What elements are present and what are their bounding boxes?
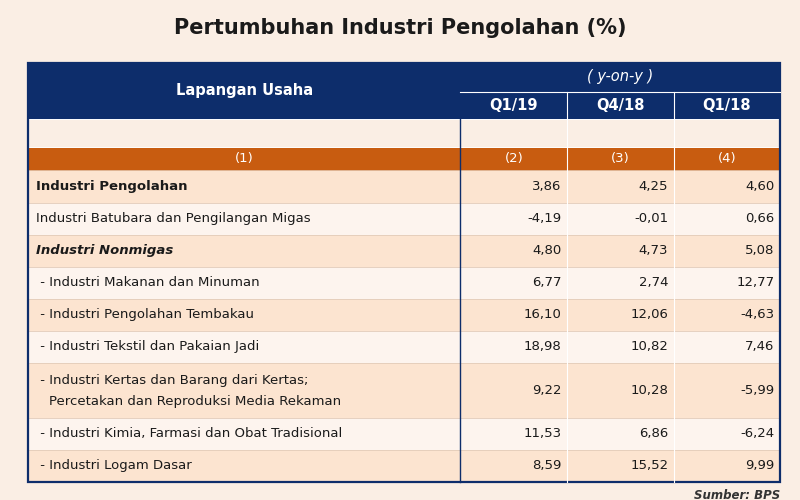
Bar xyxy=(567,330,674,362)
Text: 11,53: 11,53 xyxy=(523,427,562,440)
Bar xyxy=(567,234,674,266)
Text: Pertumbuhan Industri Pengolahan (%): Pertumbuhan Industri Pengolahan (%) xyxy=(174,18,626,38)
Text: 6,86: 6,86 xyxy=(639,427,668,440)
Bar xyxy=(461,266,567,298)
Text: 8,59: 8,59 xyxy=(532,459,562,472)
Bar xyxy=(567,266,674,298)
Bar xyxy=(461,418,567,450)
Text: 6,77: 6,77 xyxy=(532,276,562,289)
Text: 0,66: 0,66 xyxy=(745,212,774,225)
Bar xyxy=(567,170,674,202)
Text: (3): (3) xyxy=(611,152,630,165)
Text: - Industri Pengolahan Tembakau: - Industri Pengolahan Tembakau xyxy=(36,308,254,321)
Bar xyxy=(567,146,674,171)
Text: 9,99: 9,99 xyxy=(745,459,774,472)
Text: - Industri Makanan dan Minuman: - Industri Makanan dan Minuman xyxy=(36,276,260,289)
Bar xyxy=(567,418,674,450)
Text: 12,06: 12,06 xyxy=(630,308,668,321)
Text: 10,28: 10,28 xyxy=(630,384,668,396)
Bar xyxy=(461,202,567,234)
Bar xyxy=(28,330,461,362)
Bar xyxy=(567,298,674,330)
Bar xyxy=(28,234,461,266)
Bar xyxy=(674,234,780,266)
Bar xyxy=(674,202,780,234)
Bar xyxy=(674,146,780,171)
Text: Sumber: BPS: Sumber: BPS xyxy=(694,489,780,500)
Text: 4,25: 4,25 xyxy=(639,180,668,193)
Text: 9,22: 9,22 xyxy=(532,384,562,396)
Text: Industri Pengolahan: Industri Pengolahan xyxy=(36,180,187,193)
Text: Industri Nonmigas: Industri Nonmigas xyxy=(36,244,174,257)
Text: -4,63: -4,63 xyxy=(740,308,774,321)
Text: Q1/19: Q1/19 xyxy=(490,98,538,113)
Text: Industri Batubara dan Pengilangan Migas: Industri Batubara dan Pengilangan Migas xyxy=(36,212,310,225)
Bar xyxy=(567,450,674,482)
Text: - Industri Logam Dasar: - Industri Logam Dasar xyxy=(36,459,192,472)
Bar xyxy=(28,202,461,234)
Text: 10,82: 10,82 xyxy=(630,340,668,353)
Text: 15,52: 15,52 xyxy=(630,459,668,472)
Bar xyxy=(461,234,567,266)
Text: -0,01: -0,01 xyxy=(634,212,668,225)
Bar xyxy=(461,330,567,362)
Text: 3,86: 3,86 xyxy=(532,180,562,193)
Bar xyxy=(28,450,461,482)
Bar xyxy=(28,298,461,330)
Bar xyxy=(461,450,567,482)
Text: 5,08: 5,08 xyxy=(745,244,774,257)
Text: 2,74: 2,74 xyxy=(639,276,668,289)
Bar xyxy=(28,170,461,202)
Text: ( y-on-y ): ( y-on-y ) xyxy=(587,70,654,84)
Text: (1): (1) xyxy=(235,152,254,165)
Text: 7,46: 7,46 xyxy=(745,340,774,353)
Text: - Industri Kimia, Farmasi dan Obat Tradisional: - Industri Kimia, Farmasi dan Obat Tradi… xyxy=(36,427,342,440)
Bar xyxy=(674,92,780,119)
Bar xyxy=(28,418,461,450)
Text: 4,60: 4,60 xyxy=(745,180,774,193)
Bar xyxy=(461,146,567,171)
Text: 16,10: 16,10 xyxy=(524,308,562,321)
Bar xyxy=(461,92,567,119)
Text: -5,99: -5,99 xyxy=(740,384,774,396)
Text: -6,24: -6,24 xyxy=(740,427,774,440)
Text: -4,19: -4,19 xyxy=(527,212,562,225)
Text: Percetakan dan Reproduksi Media Rekaman: Percetakan dan Reproduksi Media Rekaman xyxy=(49,394,341,407)
Text: 18,98: 18,98 xyxy=(524,340,562,353)
Text: Q1/18: Q1/18 xyxy=(702,98,751,113)
Text: (2): (2) xyxy=(505,152,523,165)
Bar xyxy=(461,170,567,202)
Bar xyxy=(28,146,461,171)
Bar xyxy=(567,92,674,119)
Bar xyxy=(461,298,567,330)
Text: 4,73: 4,73 xyxy=(639,244,668,257)
Bar xyxy=(674,330,780,362)
Bar xyxy=(567,202,674,234)
Text: (4): (4) xyxy=(718,152,736,165)
Bar xyxy=(674,418,780,450)
Text: - Industri Tekstil dan Pakaian Jadi: - Industri Tekstil dan Pakaian Jadi xyxy=(36,340,259,353)
Text: Q4/18: Q4/18 xyxy=(596,98,645,113)
Text: - Industri Kertas dan Barang dari Kertas;: - Industri Kertas dan Barang dari Kertas… xyxy=(36,374,308,387)
Bar xyxy=(461,62,780,92)
Bar xyxy=(674,450,780,482)
Bar xyxy=(28,266,461,298)
Bar xyxy=(674,266,780,298)
Bar xyxy=(674,170,780,202)
Text: 12,77: 12,77 xyxy=(736,276,774,289)
Bar xyxy=(674,298,780,330)
Text: Lapangan Usaha: Lapangan Usaha xyxy=(176,83,313,98)
Text: 4,80: 4,80 xyxy=(532,244,562,257)
